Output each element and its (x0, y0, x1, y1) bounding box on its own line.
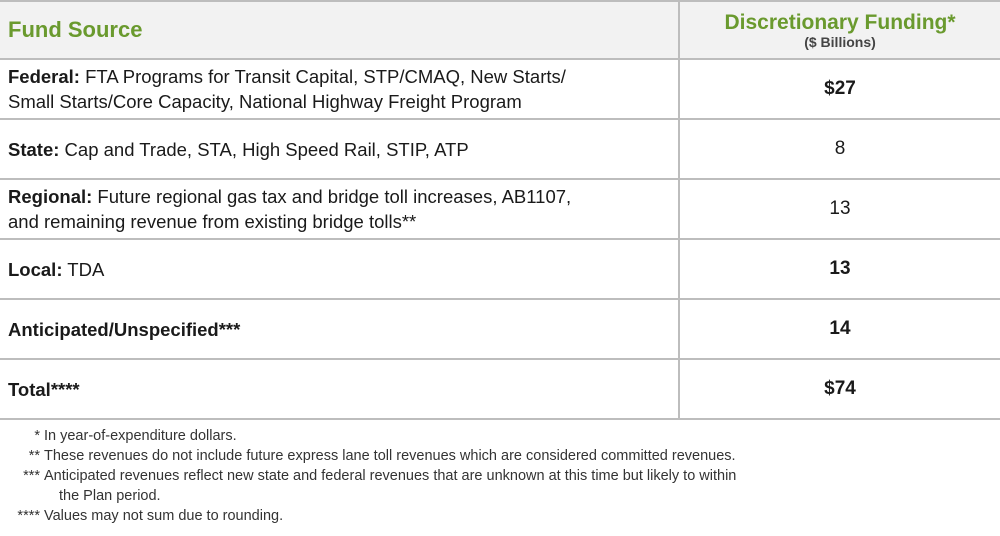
table-row-total: Total**** $74 (0, 358, 1000, 420)
footnote-text: In year-of-expenditure dollars. (44, 428, 237, 444)
funding-value: 13 (678, 238, 1000, 300)
table-row-anticipated: Anticipated/Unspecified*** 14 (0, 298, 1000, 360)
header-funding-unit: ($ Billions) (804, 34, 876, 50)
footnote-text: Anticipated revenues reflect new state a… (44, 466, 904, 506)
footnote-mark: * (34, 428, 40, 444)
footnote: **** Values may not sum due to rounding. (0, 506, 1000, 526)
fund-source-cell: Local: TDA (0, 238, 679, 300)
header-discretionary-funding: Discretionary Funding* ($ Billions) (678, 0, 1000, 60)
table-row-state: State: Cap and Trade, STA, High Speed Ra… (0, 118, 1000, 180)
footnote: * In year-of-expenditure dollars. (0, 426, 1000, 446)
funding-value: $74 (678, 358, 1000, 420)
fund-source-description: TDA (62, 258, 105, 280)
fund-source-description: Cap and Trade, STA, High Speed Rail, STI… (59, 138, 469, 160)
footnote-text: These revenues do not include future exp… (44, 448, 736, 464)
footnote-mark: *** (23, 468, 40, 484)
fund-source-cell: Total**** (0, 358, 679, 420)
discretionary-funding-table: Fund Source Discretionary Funding* ($ Bi… (0, 0, 1000, 420)
header-fund-source: Fund Source (0, 0, 679, 60)
fund-source-label: Regional: (8, 186, 93, 207)
table-row-local: Local: TDA 13 (0, 238, 1000, 300)
funding-value: 14 (678, 298, 1000, 360)
fund-source-label: Total**** (8, 378, 80, 400)
funding-value: 8 (678, 118, 1000, 180)
fund-source-description-line2: Small Starts/Core Capacity, National Hig… (8, 91, 522, 112)
footnotes: * In year-of-expenditure dollars. ** The… (0, 426, 1000, 526)
funding-value: $27 (678, 58, 1000, 120)
footnote-text-line1: Anticipated revenues reflect new state a… (44, 468, 737, 484)
fund-source-cell: Anticipated/Unspecified*** (0, 298, 679, 360)
footnote-mark: **** (17, 508, 40, 524)
fund-source-cell: State: Cap and Trade, STA, High Speed Ra… (0, 118, 679, 180)
funding-value: 13 (678, 178, 1000, 240)
fund-source-label: Local: (8, 258, 63, 280)
footnote: *** Anticipated revenues reflect new sta… (0, 466, 1000, 506)
fund-source-description: Future regional gas tax and bridge toll … (92, 186, 572, 207)
fund-source-label: Anticipated/Unspecified*** (8, 318, 241, 340)
footnote-text: Values may not sum due to rounding. (44, 508, 284, 524)
fund-source-description-line2: and remaining revenue from existing brid… (8, 211, 417, 232)
fund-source-label: Federal: (8, 66, 80, 87)
table-row-federal: Federal: FTA Programs for Transit Capita… (0, 58, 1000, 120)
fund-source-cell: Regional: Future regional gas tax and br… (0, 178, 679, 240)
table-row-regional: Regional: Future regional gas tax and br… (0, 178, 1000, 240)
header-funding-title: Discretionary Funding* (724, 11, 956, 34)
fund-source-label: State: (8, 138, 60, 160)
footnote: ** These revenues do not include future … (0, 446, 1000, 466)
table-header-row: Fund Source Discretionary Funding* ($ Bi… (0, 0, 1000, 60)
fund-source-cell: Federal: FTA Programs for Transit Capita… (0, 58, 679, 120)
footnote-mark: ** (28, 448, 40, 464)
footnote-text-line2: the Plan period. (59, 488, 161, 504)
fund-source-description: FTA Programs for Transit Capital, STP/CM… (79, 66, 566, 87)
